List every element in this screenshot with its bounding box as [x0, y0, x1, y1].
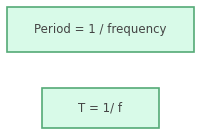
Bar	[7, 7, 193, 52]
Text: Period = 1 / frequency: Period = 1 / frequency	[34, 23, 166, 36]
Text: T = 1/ f: T = 1/ f	[78, 102, 122, 115]
Bar	[42, 88, 158, 128]
